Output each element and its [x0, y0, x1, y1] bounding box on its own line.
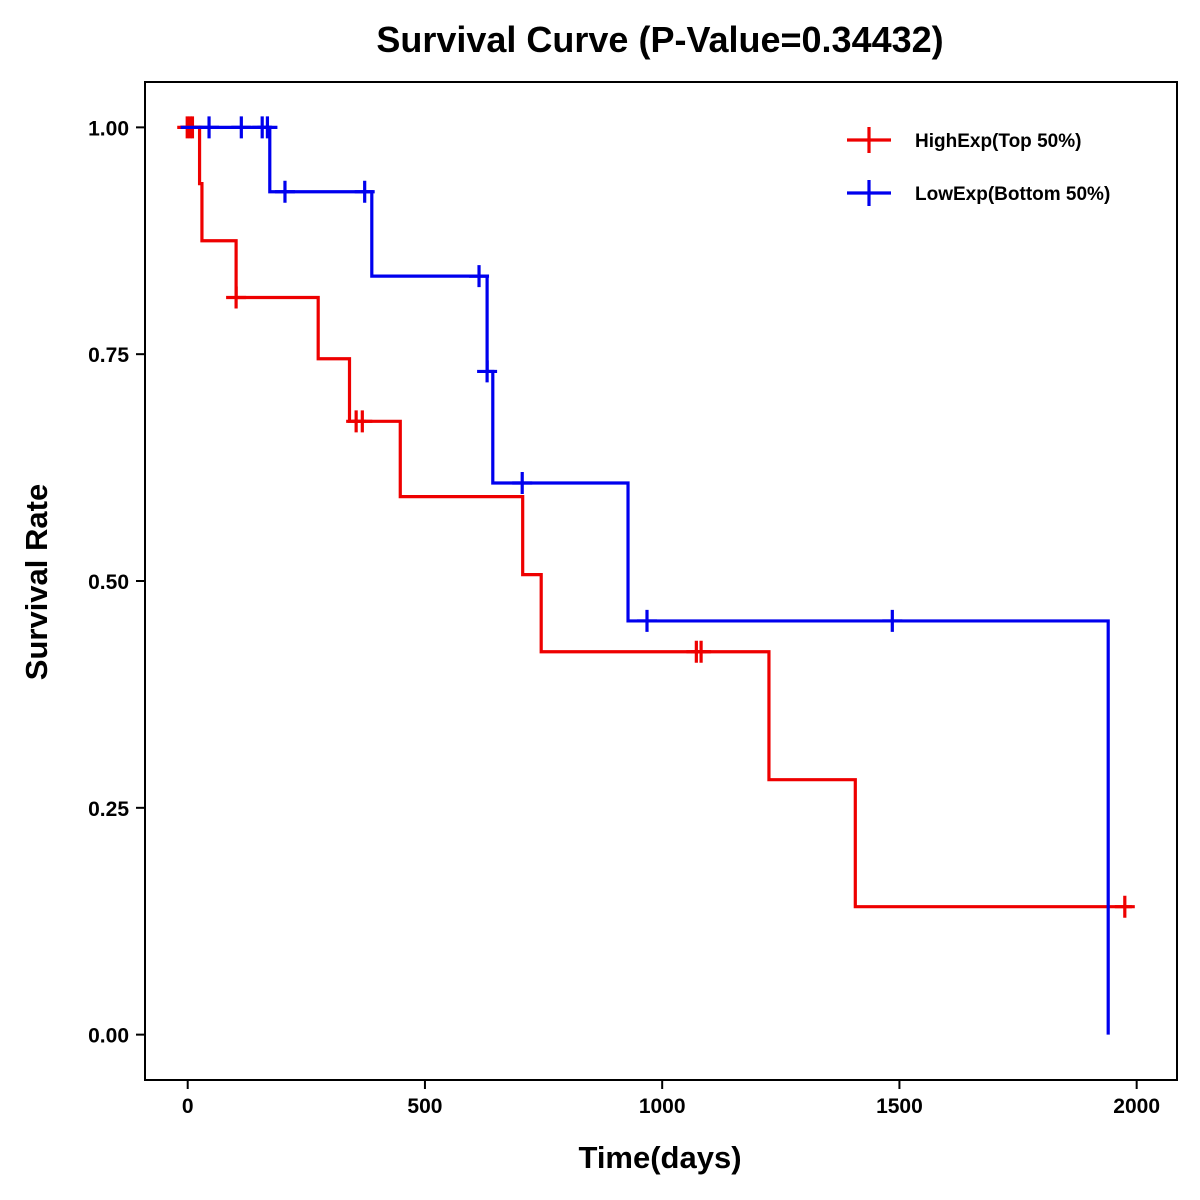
x-axis-title: Time(days) [578, 1140, 741, 1175]
censor-mark [1114, 895, 1135, 918]
x-tick-label: 2000 [1113, 1095, 1160, 1118]
legend-label: LowExp(Bottom 50%) [915, 184, 1110, 205]
y-axis-title: Survival Rate [19, 484, 54, 680]
censor-mark [469, 265, 490, 288]
censor-mark [226, 286, 247, 309]
y-tick-label: 0.25 [88, 798, 129, 821]
censor-mark [274, 180, 295, 203]
x-tick-label: 1000 [639, 1095, 686, 1118]
y-tick-label: 1.00 [88, 117, 129, 140]
x-axis: 0 500 1000 1500 2000 [182, 1080, 1160, 1118]
legend-key [847, 127, 891, 153]
legend: HighExp(Top 50%) LowExp(Bottom 50%) [847, 127, 1110, 206]
censor-mark [199, 116, 220, 139]
censor-mark [257, 116, 278, 139]
chart-title: Survival Curve (P-Value=0.34432) [376, 19, 943, 60]
series-layer [177, 116, 1135, 1035]
y-tick-label: 0.50 [88, 571, 129, 594]
y-axis: 0.00 0.25 0.50 0.75 1.00 [88, 117, 145, 1048]
x-tick-label: 0 [182, 1095, 194, 1118]
censor-mark [882, 609, 903, 632]
x-tick-label: 1500 [876, 1095, 923, 1118]
legend-label: HighExp(Top 50%) [915, 131, 1081, 152]
x-tick-label: 500 [407, 1095, 442, 1118]
censor-mark [354, 180, 375, 203]
censor-mark [691, 640, 712, 663]
y-tick-label: 0.75 [88, 344, 129, 367]
censor-mark [637, 609, 658, 632]
series-low-exp [180, 116, 1110, 1035]
censor-mark [477, 360, 498, 383]
y-tick-label: 0.00 [88, 1025, 129, 1048]
censor-mark [231, 116, 252, 139]
legend-key [847, 180, 891, 206]
censor-mark [512, 472, 533, 495]
censor-mark [352, 410, 373, 433]
survival-step-line [180, 125, 1132, 909]
